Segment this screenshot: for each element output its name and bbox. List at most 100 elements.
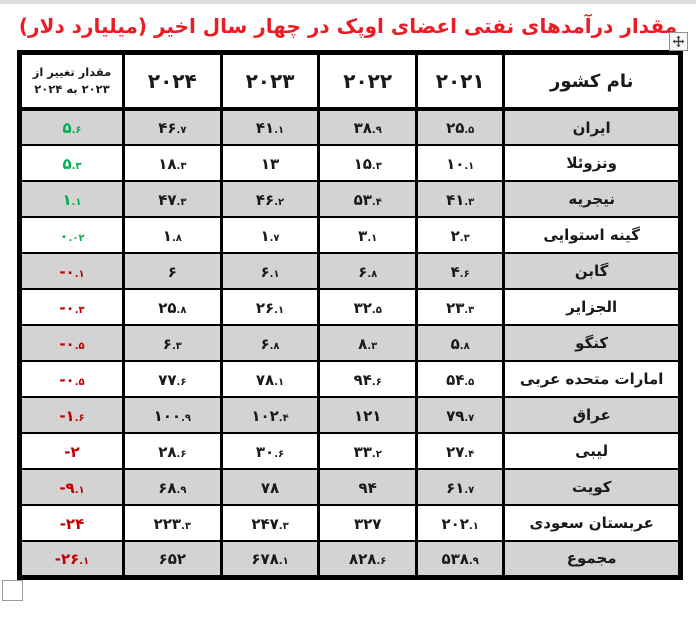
header-2024[interactable]: ۲۰۲۴ — [121, 51, 223, 111]
table-body: ایران ۲۵.۵ ۳۸.۹ ۴۱.۱ ۴۶.۷ ۵.۶ ونزوئلا ۱۰.۱ ۱۵.۳ ۱… — [18, 108, 682, 578]
cell-change[interactable]: -۲ — [18, 432, 125, 470]
cell-2024[interactable]: ۶ — [121, 252, 223, 290]
cell-2021[interactable]: ۱۰.۱ — [415, 144, 506, 182]
table-row: گینه استوایی ۲.۳ ۳.۱ ۱.۷ ۱.۸ ۰.۰۲ — [18, 216, 682, 254]
cell-country[interactable]: کنگو — [502, 324, 682, 362]
cell-2021[interactable]: ۶۱.۷ — [415, 468, 506, 506]
cell-country[interactable]: امارات متحده عربی — [502, 360, 682, 398]
cell-2021[interactable]: ۲۰۲.۱ — [415, 504, 506, 542]
cell-2021[interactable]: ۵.۸ — [415, 324, 506, 362]
cell-country[interactable]: گینه استوایی — [502, 216, 682, 254]
cell-country[interactable]: نیجریه — [502, 180, 682, 218]
cell-2023[interactable]: ۶.۸ — [219, 324, 321, 362]
cell-2024[interactable]: ۲۸.۶ — [121, 432, 223, 470]
cell-2022[interactable]: ۳۲.۵ — [317, 288, 419, 326]
cell-2024[interactable]: ۷۷.۶ — [121, 360, 223, 398]
cell-change[interactable]: -۰.۵ — [18, 360, 125, 398]
table-row: کویت ۶۱.۷ ۹۴ ۷۸ ۶۸.۹ -۹.۱ — [18, 468, 682, 506]
cell-change[interactable]: ۵.۳ — [18, 144, 125, 182]
cell-country[interactable]: ایران — [502, 108, 682, 146]
cell-change[interactable]: -۰.۳ — [18, 288, 125, 326]
cell-2022[interactable]: ۳۳.۲ — [317, 432, 419, 470]
cell-change[interactable]: ۰.۰۲ — [18, 216, 125, 254]
cell-2021[interactable]: ۵۴.۵ — [415, 360, 506, 398]
table-row: الجزایر ۲۳.۳ ۳۲.۵ ۲۶.۱ ۲۵.۸ -۰.۳ — [18, 288, 682, 326]
cell-2021[interactable]: ۴.۶ — [415, 252, 506, 290]
cell-2022[interactable]: ۳۲۷ — [317, 504, 419, 542]
cell-2024[interactable]: ۶.۳ — [121, 324, 223, 362]
cell-2021[interactable]: ۵۳۸.۹ — [415, 540, 506, 578]
table-row: عربستان سعودی ۲۰۲.۱ ۳۲۷ ۲۴۷.۳ ۲۲۳.۳ -۲۴ — [18, 504, 682, 542]
cell-2022[interactable]: ۱۵.۳ — [317, 144, 419, 182]
screenshot-top-border — [0, 0, 696, 4]
table-resize-handle[interactable] — [2, 579, 23, 601]
header-2023[interactable]: ۲۰۲۳ — [219, 51, 321, 111]
cell-2022[interactable]: ۵۳.۴ — [317, 180, 419, 218]
table-row: گابن ۴.۶ ۶.۸ ۶.۱ ۶ -۰.۱ — [18, 252, 682, 290]
cell-2022[interactable]: ۹۴ — [317, 468, 419, 506]
cell-2023[interactable]: ۶۷۸.۱ — [219, 540, 321, 578]
cell-change[interactable]: -۹.۱ — [18, 468, 125, 506]
header-change[interactable]: مقدار تغییر از ۲۰۲۳ به ۲۰۲۴ — [18, 51, 125, 111]
cell-2022[interactable]: ۸۲۸.۶ — [317, 540, 419, 578]
cell-change[interactable]: -۰.۱ — [18, 252, 125, 290]
cell-2024[interactable]: ۱۸.۳ — [121, 144, 223, 182]
cell-country[interactable]: گابن — [502, 252, 682, 290]
cell-change[interactable]: ۱.۱ — [18, 180, 125, 218]
cell-country[interactable]: ونزوئلا — [502, 144, 682, 182]
cell-2023[interactable]: ۲۴۷.۳ — [219, 504, 321, 542]
cell-2022[interactable]: ۳.۱ — [317, 216, 419, 254]
cell-2023[interactable]: ۲۶.۱ — [219, 288, 321, 326]
table-row: ونزوئلا ۱۰.۱ ۱۵.۳ ۱۳ ۱۸.۳ ۵.۳ — [18, 144, 682, 182]
header-country[interactable]: نام کشور — [502, 51, 682, 111]
cell-2021[interactable]: ۷۹.۷ — [415, 396, 506, 434]
cell-2021[interactable]: ۲۷.۴ — [415, 432, 506, 470]
cell-2021[interactable]: ۲۵.۵ — [415, 108, 506, 146]
cell-2023[interactable]: ۷۸ — [219, 468, 321, 506]
cell-2022[interactable]: ۳۸.۹ — [317, 108, 419, 146]
cell-2021[interactable]: ۲۳.۳ — [415, 288, 506, 326]
cell-2023[interactable]: ۶.۱ — [219, 252, 321, 290]
cell-country[interactable]: الجزایر — [502, 288, 682, 326]
cell-country[interactable]: مجموع — [502, 540, 682, 578]
table-move-handle[interactable] — [669, 32, 688, 51]
cell-2023[interactable]: ۷۸.۱ — [219, 360, 321, 398]
cell-change[interactable]: ۵.۶ — [18, 108, 125, 146]
header-2022[interactable]: ۲۰۲۲ — [317, 51, 419, 111]
cell-2022[interactable]: ۸.۳ — [317, 324, 419, 362]
cell-2024[interactable]: ۶۵۲ — [121, 540, 223, 578]
table-row: ایران ۲۵.۵ ۳۸.۹ ۴۱.۱ ۴۶.۷ ۵.۶ — [18, 108, 682, 146]
cell-2024[interactable]: ۲۵.۸ — [121, 288, 223, 326]
cell-2023[interactable]: ۱۳ — [219, 144, 321, 182]
cell-change[interactable]: -۲۶.۱ — [18, 540, 125, 578]
table-row: کنگو ۵.۸ ۸.۳ ۶.۸ ۶.۳ -۰.۵ — [18, 324, 682, 362]
opec-revenue-table-wrapper: نام کشور ۲۰۲۱ ۲۰۲۲ ۲۰۲۳ ۲۰۲۴ مقدار تغییر… — [2, 32, 688, 601]
cell-2022[interactable]: ۱۲۱ — [317, 396, 419, 434]
page-title: مقدار درآمدهای نفتی اعضای اوپک در چهار س… — [18, 14, 678, 38]
cell-2024[interactable]: ۱.۸ — [121, 216, 223, 254]
cell-country[interactable]: عراق — [502, 396, 682, 434]
cell-2024[interactable]: ۴۶.۷ — [121, 108, 223, 146]
cell-2022[interactable]: ۹۴.۶ — [317, 360, 419, 398]
cell-2023[interactable]: ۴۱.۱ — [219, 108, 321, 146]
cell-change[interactable]: -۱.۶ — [18, 396, 125, 434]
cell-2024[interactable]: ۶۸.۹ — [121, 468, 223, 506]
cell-2024[interactable]: ۴۷.۳ — [121, 180, 223, 218]
cell-2023[interactable]: ۴۶.۲ — [219, 180, 321, 218]
cell-2023[interactable]: ۱.۷ — [219, 216, 321, 254]
header-2021[interactable]: ۲۰۲۱ — [415, 51, 506, 111]
cell-country[interactable]: عربستان سعودی — [502, 504, 682, 542]
cell-2023[interactable]: ۳۰.۶ — [219, 432, 321, 470]
cell-2024[interactable]: ۲۲۳.۳ — [121, 504, 223, 542]
table-row: لیبی ۲۷.۴ ۳۳.۲ ۳۰.۶ ۲۸.۶ -۲ — [18, 432, 682, 470]
cell-2023[interactable]: ۱۰۲.۴ — [219, 396, 321, 434]
cell-2022[interactable]: ۶.۸ — [317, 252, 419, 290]
cell-2021[interactable]: ۴۱.۳ — [415, 180, 506, 218]
cell-change[interactable]: -۰.۵ — [18, 324, 125, 362]
cell-2024[interactable]: ۱۰۰.۹ — [121, 396, 223, 434]
cell-country[interactable]: لیبی — [502, 432, 682, 470]
cell-2021[interactable]: ۲.۳ — [415, 216, 506, 254]
table-row: امارات متحده عربی ۵۴.۵ ۹۴.۶ ۷۸.۱ ۷۷.۶ -۰.۵ — [18, 360, 682, 398]
cell-change[interactable]: -۲۴ — [18, 504, 125, 542]
cell-country[interactable]: کویت — [502, 468, 682, 506]
